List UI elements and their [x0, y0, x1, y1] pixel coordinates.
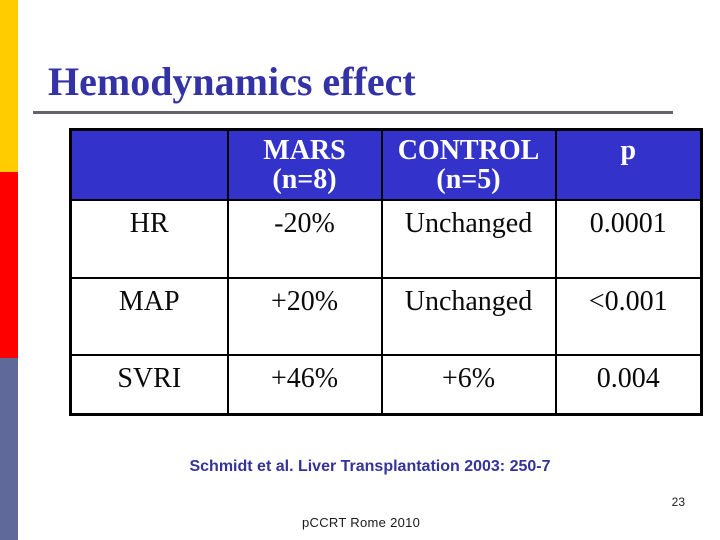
table-header-row: MARS (n=8) CONTROL (n=5) p: [69, 128, 703, 201]
row-svri-mars: +46%: [226, 354, 383, 416]
table-row: SVRI +46% +6% 0.004: [69, 354, 703, 416]
header-mars: MARS (n=8): [226, 128, 383, 201]
citation-text: Schmidt et al. Liver Transplantation 200…: [189, 458, 551, 475]
header-mars-line2: (n=8): [272, 164, 337, 196]
row-svri-p: 0.004: [554, 354, 703, 416]
row-hr-mars: -20%: [226, 199, 383, 279]
row-map-control: Unchanged: [380, 277, 557, 356]
row-map-p: <0.001: [554, 277, 703, 356]
footer-text: pCCRT Rome 2010: [302, 515, 421, 530]
row-svri-label: SVRI: [69, 354, 229, 416]
row-map-mars: +20%: [226, 277, 383, 356]
slide-title: Hemodynamics effect: [48, 59, 416, 104]
header-control: CONTROL (n=5): [380, 128, 557, 201]
title-underline: [33, 111, 673, 114]
header-empty-cell: [69, 128, 229, 201]
row-hr-p: 0.0001: [554, 199, 703, 279]
table-row: HR -20% Unchanged 0.0001: [69, 199, 703, 279]
left-accent-bar-slate: [0, 358, 18, 540]
table-row: MAP +20% Unchanged <0.001: [69, 277, 703, 356]
header-p: p: [554, 128, 703, 201]
left-accent-bar-red: [0, 172, 18, 358]
left-accent-bar-yellow: [0, 0, 18, 172]
header-control-line2: (n=5): [436, 164, 501, 196]
row-svri-control: +6%: [380, 354, 557, 416]
page-number: 23: [671, 495, 685, 509]
header-mars-line1: MARS: [263, 135, 346, 166]
header-control-line1: CONTROL: [397, 135, 540, 166]
hemodynamics-table: MARS (n=8) CONTROL (n=5) p HR -20% Uncha…: [69, 128, 703, 416]
row-hr-label: HR: [69, 199, 229, 279]
row-map-label: MAP: [69, 277, 229, 356]
row-hr-control: Unchanged: [380, 199, 557, 279]
